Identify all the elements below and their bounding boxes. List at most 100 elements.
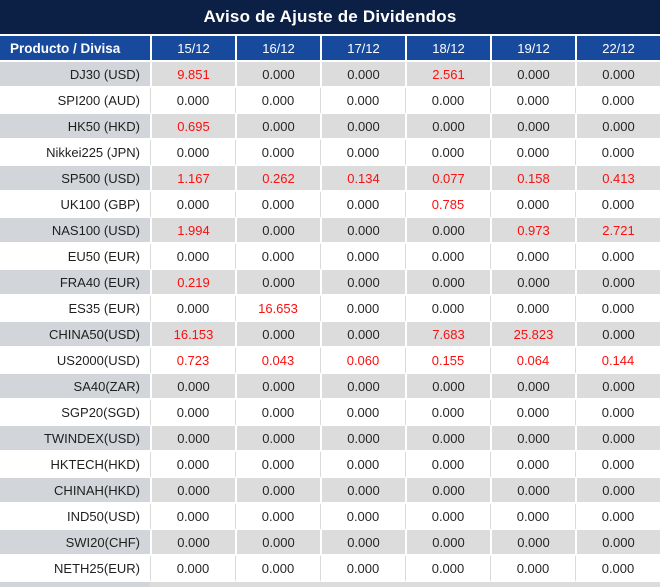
value-cell: 0.000 xyxy=(320,270,405,296)
value-cell: 0.000 xyxy=(235,270,320,296)
value-cell: 0.000 xyxy=(490,504,575,530)
value-cell: 0.000 xyxy=(235,192,320,218)
product-cell: ES35 (EUR) xyxy=(0,296,150,322)
product-cell: CHINAH(HKD) xyxy=(0,478,150,504)
table-row: UK100 (GBP) 0.000 0.000 0.000 0.785 0.000 0.00… xyxy=(0,192,660,218)
value-cell: 0.000 xyxy=(235,218,320,244)
value-cell: 0.000 xyxy=(575,322,660,348)
value-cell: 0.000 xyxy=(575,556,660,582)
value-cell: 0.000 xyxy=(575,244,660,270)
value-cell: 0.000 xyxy=(490,556,575,582)
value-cell: 0.000 xyxy=(490,426,575,452)
value-cell: 0.000 xyxy=(490,478,575,504)
value-cell: 0.000 xyxy=(320,114,405,140)
table-row: NETH25(EUR) 0.000 0.000 0.000 0.000 0.000 0.00… xyxy=(0,556,660,582)
value-cell: 0.000 xyxy=(150,374,235,400)
value-cell: 0.000 xyxy=(405,88,490,114)
value-cell: 0.000 xyxy=(575,452,660,478)
value-cell: 0.000 xyxy=(320,400,405,426)
value-cell: 0.000 xyxy=(405,296,490,322)
product-cell: SP500 (USD) xyxy=(0,166,150,192)
partial-next-row xyxy=(0,582,660,587)
value-cell: 0.000 xyxy=(150,244,235,270)
dividend-table: Producto / Divisa 15/12 16/12 17/12 18/1… xyxy=(0,36,660,582)
value-cell: 0.000 xyxy=(575,114,660,140)
column-header-date: 16/12 xyxy=(235,36,320,62)
value-cell: 0.000 xyxy=(235,88,320,114)
value-cell: 0.000 xyxy=(490,374,575,400)
table-row: TWINDEX(USD) 0.000 0.000 0.000 0.000 0.000 0.0… xyxy=(0,426,660,452)
partial-value-cells xyxy=(150,582,660,587)
product-cell: IND50(USD) xyxy=(0,504,150,530)
value-cell: 0.144 xyxy=(575,348,660,374)
value-cell: 0.000 xyxy=(490,88,575,114)
value-cell: 0.000 xyxy=(405,556,490,582)
value-cell: 0.000 xyxy=(575,140,660,166)
value-cell: 0.043 xyxy=(235,348,320,374)
value-cell: 0.000 xyxy=(575,296,660,322)
value-cell: 0.262 xyxy=(235,166,320,192)
value-cell: 0.000 xyxy=(235,114,320,140)
value-cell: 0.000 xyxy=(320,504,405,530)
value-cell: 0.000 xyxy=(320,452,405,478)
value-cell: 0.000 xyxy=(320,88,405,114)
value-cell: 0.060 xyxy=(320,348,405,374)
product-cell: HKTECH(HKD) xyxy=(0,452,150,478)
table-row: SPI200 (AUD) 0.000 0.000 0.000 0.000 0.000 0.0… xyxy=(0,88,660,114)
product-cell: CHINA50(USD) xyxy=(0,322,150,348)
value-cell: 0.000 xyxy=(405,244,490,270)
value-cell: 0.000 xyxy=(150,478,235,504)
value-cell: 0.723 xyxy=(150,348,235,374)
column-header-date: 18/12 xyxy=(405,36,490,62)
value-cell: 0.000 xyxy=(235,556,320,582)
value-cell: 0.000 xyxy=(405,530,490,556)
product-cell: HK50 (HKD) xyxy=(0,114,150,140)
value-cell: 0.000 xyxy=(490,114,575,140)
value-cell: 0.000 xyxy=(320,478,405,504)
value-cell: 0.000 xyxy=(150,556,235,582)
value-cell: 0.413 xyxy=(575,166,660,192)
value-cell: 0.000 xyxy=(405,504,490,530)
value-cell: 0.000 xyxy=(575,62,660,88)
value-cell: 0.000 xyxy=(235,400,320,426)
product-cell: DJ30 (USD) xyxy=(0,62,150,88)
value-cell: 0.000 xyxy=(575,192,660,218)
table-row: FRA40 (EUR) 0.219 0.000 0.000 0.000 0.000 0.00… xyxy=(0,270,660,296)
value-cell: 0.000 xyxy=(320,374,405,400)
value-cell: 0.134 xyxy=(320,166,405,192)
value-cell: 0.973 xyxy=(490,218,575,244)
product-cell: NETH25(EUR) xyxy=(0,556,150,582)
product-cell: US2000(USD) xyxy=(0,348,150,374)
value-cell: 9.851 xyxy=(150,62,235,88)
value-cell: 0.158 xyxy=(490,166,575,192)
value-cell: 0.000 xyxy=(405,218,490,244)
value-cell: 0.000 xyxy=(235,504,320,530)
product-cell: SGP20(SGD) xyxy=(0,400,150,426)
table-row: SWI20(CHF) 0.000 0.000 0.000 0.000 0.000 0.000 xyxy=(0,530,660,556)
value-cell: 0.000 xyxy=(490,244,575,270)
table-row: Nikkei225 (JPN) 0.000 0.000 0.000 0.000 0.000… xyxy=(0,140,660,166)
value-cell: 0.000 xyxy=(320,530,405,556)
table-row: CHINA50(USD) 16.153 0.000 0.000 7.683 25.823 0… xyxy=(0,322,660,348)
table-row: EU50 (EUR) 0.000 0.000 0.000 0.000 0.000 0.000 xyxy=(0,244,660,270)
value-cell: 0.000 xyxy=(490,140,575,166)
value-cell: 0.000 xyxy=(490,530,575,556)
value-cell: 0.000 xyxy=(490,452,575,478)
value-cell: 0.000 xyxy=(320,218,405,244)
value-cell: 0.000 xyxy=(575,400,660,426)
value-cell: 0.000 xyxy=(320,426,405,452)
value-cell: 0.000 xyxy=(235,530,320,556)
product-cell: UK100 (GBP) xyxy=(0,192,150,218)
value-cell: 0.000 xyxy=(405,452,490,478)
value-cell: 0.000 xyxy=(405,140,490,166)
value-cell: 0.000 xyxy=(320,296,405,322)
value-cell: 0.785 xyxy=(405,192,490,218)
value-cell: 0.000 xyxy=(150,530,235,556)
value-cell: 0.000 xyxy=(235,244,320,270)
product-cell: EU50 (EUR) xyxy=(0,244,150,270)
table-row: IND50(USD) 0.000 0.000 0.000 0.000 0.000 0.000 xyxy=(0,504,660,530)
table-row: SGP20(SGD) 0.000 0.000 0.000 0.000 0.000 0.000 xyxy=(0,400,660,426)
value-cell: 1.994 xyxy=(150,218,235,244)
value-cell: 2.561 xyxy=(405,62,490,88)
value-cell: 0.000 xyxy=(150,400,235,426)
